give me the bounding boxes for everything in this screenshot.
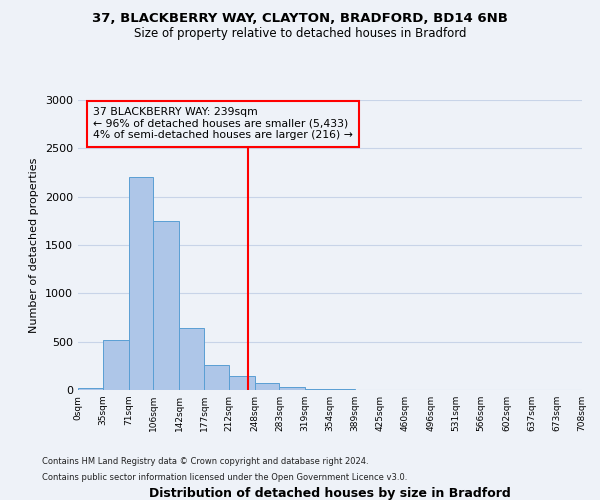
Bar: [179, 328, 204, 390]
Bar: [204, 365, 229, 390]
Bar: [103, 340, 128, 390]
Y-axis label: Number of detached properties: Number of detached properties: [29, 158, 40, 332]
Text: 37 BLACKBERRY WAY: 239sqm
← 96% of detached houses are smaller (5,433)
4% of sem: 37 BLACKBERRY WAY: 239sqm ← 96% of detac…: [93, 108, 353, 140]
Bar: [154, 221, 179, 390]
Bar: [254, 383, 280, 390]
Text: 37, BLACKBERRY WAY, CLAYTON, BRADFORD, BD14 6NB: 37, BLACKBERRY WAY, CLAYTON, BRADFORD, B…: [92, 12, 508, 26]
Bar: [280, 387, 305, 390]
X-axis label: Distribution of detached houses by size in Bradford: Distribution of detached houses by size …: [149, 487, 511, 500]
Bar: [128, 178, 154, 390]
Bar: [78, 388, 103, 390]
Bar: [305, 388, 330, 390]
Text: Contains public sector information licensed under the Open Government Licence v3: Contains public sector information licen…: [42, 472, 407, 482]
Bar: [330, 389, 355, 390]
Bar: [229, 376, 254, 390]
Text: Contains HM Land Registry data © Crown copyright and database right 2024.: Contains HM Land Registry data © Crown c…: [42, 458, 368, 466]
Text: Size of property relative to detached houses in Bradford: Size of property relative to detached ho…: [134, 28, 466, 40]
